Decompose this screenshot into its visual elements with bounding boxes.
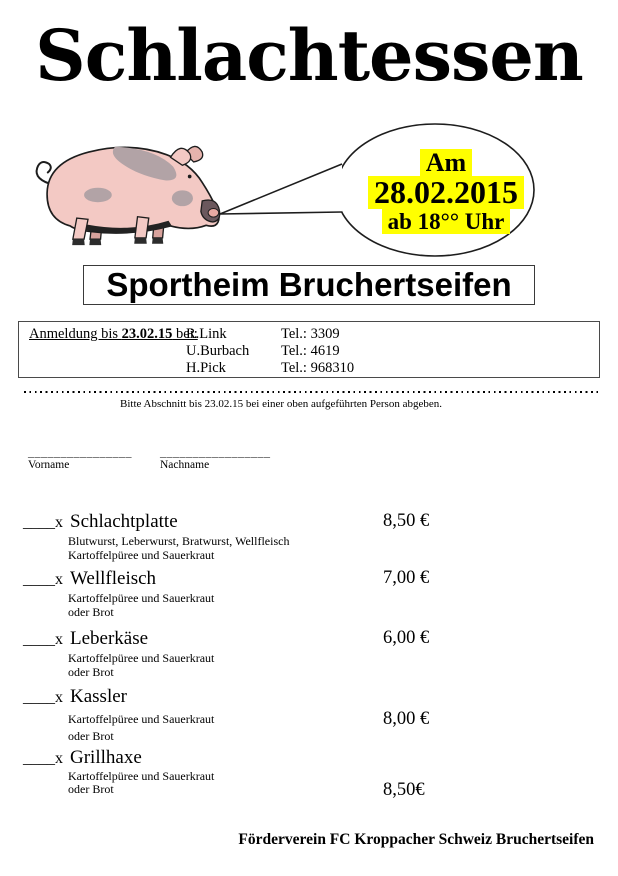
- order-item-title: ____x Grillhaxe: [23, 747, 601, 770]
- item-price: 8,50€: [383, 780, 425, 800]
- order-item-title: ____x Wellfleisch: [23, 568, 601, 591]
- pig-ear: [169, 147, 192, 166]
- item-name: Kassler: [70, 686, 127, 707]
- order-item-wellfleisch: ____x Wellfleisch Kartoffelpüree und Saue…: [23, 568, 601, 618]
- last-name-blank-line[interactable]: _________________: [160, 445, 271, 459]
- item-description: Kartoffelpüree und Sauerkraut: [68, 651, 215, 665]
- quantity-blank[interactable]: ____x: [23, 689, 63, 706]
- contact-name: H.Pick: [186, 360, 226, 376]
- first-name-label: Vorname: [28, 459, 70, 471]
- item-description: oder Brot: [68, 664, 114, 679]
- pig-icon: [35, 145, 221, 246]
- registration-deadline-label: Anmeldung bis 23.02.15 bei:: [29, 326, 198, 342]
- registration-row: H.Pick Tel.: 968310: [29, 360, 599, 377]
- pig-hoof: [134, 237, 147, 244]
- item-description: Kartoffelpüree und Sauerkraut: [68, 769, 215, 783]
- cut-dotted-line: [24, 391, 598, 394]
- contact-phone: Tel.: 968310: [281, 360, 355, 376]
- quantity-blank[interactable]: ____x: [23, 571, 63, 588]
- first-name-field[interactable]: ________________ Vorname: [28, 446, 132, 472]
- item-description: oder Brot: [68, 729, 114, 743]
- venue-banner: Sportheim Bruchertseifen: [83, 265, 535, 305]
- last-name-label: Nachname: [160, 459, 210, 471]
- order-item-kassler: ____x Kassler Kartoffelpüree und Sauerkra…: [23, 686, 601, 743]
- pig-hoof: [89, 239, 102, 246]
- item-price: 7,00 €: [383, 568, 430, 588]
- venue-name: Sportheim Bruchertseifen: [106, 266, 512, 303]
- contact-phone: Tel.: 3309: [281, 326, 340, 342]
- registration-row: U.Burbach Tel.: 4619: [29, 343, 599, 360]
- order-item-title: ____x Kassler: [23, 686, 601, 709]
- item-description: Kartoffelpüree und Sauerkraut: [68, 591, 215, 605]
- event-date-intro: Am: [419, 149, 473, 176]
- event-date-callout: Am 28.02.2015 ab 18°° Uhr: [346, 149, 546, 234]
- item-name: Grillhaxe: [70, 747, 142, 768]
- registration-deadline: 23.02.15: [121, 326, 173, 342]
- cut-note: Bitte Abschnitt bis 23.02.15 bei einer o…: [120, 398, 442, 410]
- item-price: 8,50 €: [383, 511, 430, 531]
- order-item-title: ____x Leberkäse: [23, 628, 601, 651]
- quantity-blank[interactable]: ____x: [23, 750, 63, 767]
- contact-name: R.Link: [186, 326, 227, 342]
- item-price: 8,00 €: [383, 709, 430, 729]
- pig-hoof: [152, 237, 164, 244]
- order-item-schlachtplatte: ____x Schlachtplatte Blutwurst, Leberwurs…: [23, 511, 601, 561]
- order-item-title: ____x Schlachtplatte: [23, 511, 601, 534]
- pig-nostril: [207, 207, 220, 218]
- contact-name: U.Burbach: [186, 343, 250, 359]
- item-description: Blutwurst, Leberwurst, Bratwurst, Wellfl…: [68, 534, 290, 548]
- quantity-blank[interactable]: ____x: [23, 514, 63, 531]
- registration-row: Anmeldung bis 23.02.15 bei: R.Link Tel.:…: [29, 326, 599, 343]
- footer-organizer: Förderverein FC Kroppacher Schweiz Bruch…: [238, 831, 594, 848]
- pig-patch: [84, 187, 112, 203]
- item-description: Kartoffelpüree und Sauerkraut: [68, 712, 215, 726]
- quantity-blank[interactable]: ____x: [23, 631, 63, 648]
- order-item-grillhaxe: ____x Grillhaxe Kartoffelpüree und Sauerk…: [23, 747, 601, 800]
- first-name-blank-line[interactable]: ________________: [28, 445, 132, 459]
- item-name: Wellfleisch: [70, 568, 157, 589]
- item-description: Kartoffelpüree und Sauerkraut: [68, 547, 215, 562]
- speech-bubble-tail-lines: [219, 163, 343, 215]
- order-item-leberkaese: ____x Leberkäse Kartoffelpüree und Sauerk…: [23, 628, 601, 678]
- pig-hoof: [72, 239, 85, 246]
- page-title: Schlachtessen: [35, 14, 584, 97]
- last-name-field[interactable]: _________________ Nachname: [160, 446, 271, 472]
- event-time: ab 18°° Uhr: [381, 209, 511, 234]
- pig-patch: [171, 190, 193, 207]
- item-name: Schlachtplatte: [70, 511, 178, 532]
- pig-leg: [134, 215, 150, 239]
- contact-phone: Tel.: 4619: [281, 343, 340, 359]
- item-price: 6,00 €: [383, 628, 430, 648]
- item-name: Leberkäse: [70, 628, 149, 649]
- registration-label-suffix: bei:: [172, 326, 198, 342]
- item-description: oder Brot: [68, 604, 114, 619]
- pig-patch: [112, 146, 177, 181]
- pig-tail: [35, 161, 56, 187]
- item-description: oder Brot: [68, 781, 114, 796]
- registration-label-prefix: Anmeldung bis: [29, 326, 122, 342]
- pig-shadow: [84, 220, 172, 234]
- pig-eye: [187, 174, 192, 179]
- registration-box: Anmeldung bis 23.02.15 bei: R.Link Tel.:…: [18, 321, 600, 378]
- pig-ear: [184, 145, 204, 163]
- event-date: 28.02.2015: [368, 176, 524, 209]
